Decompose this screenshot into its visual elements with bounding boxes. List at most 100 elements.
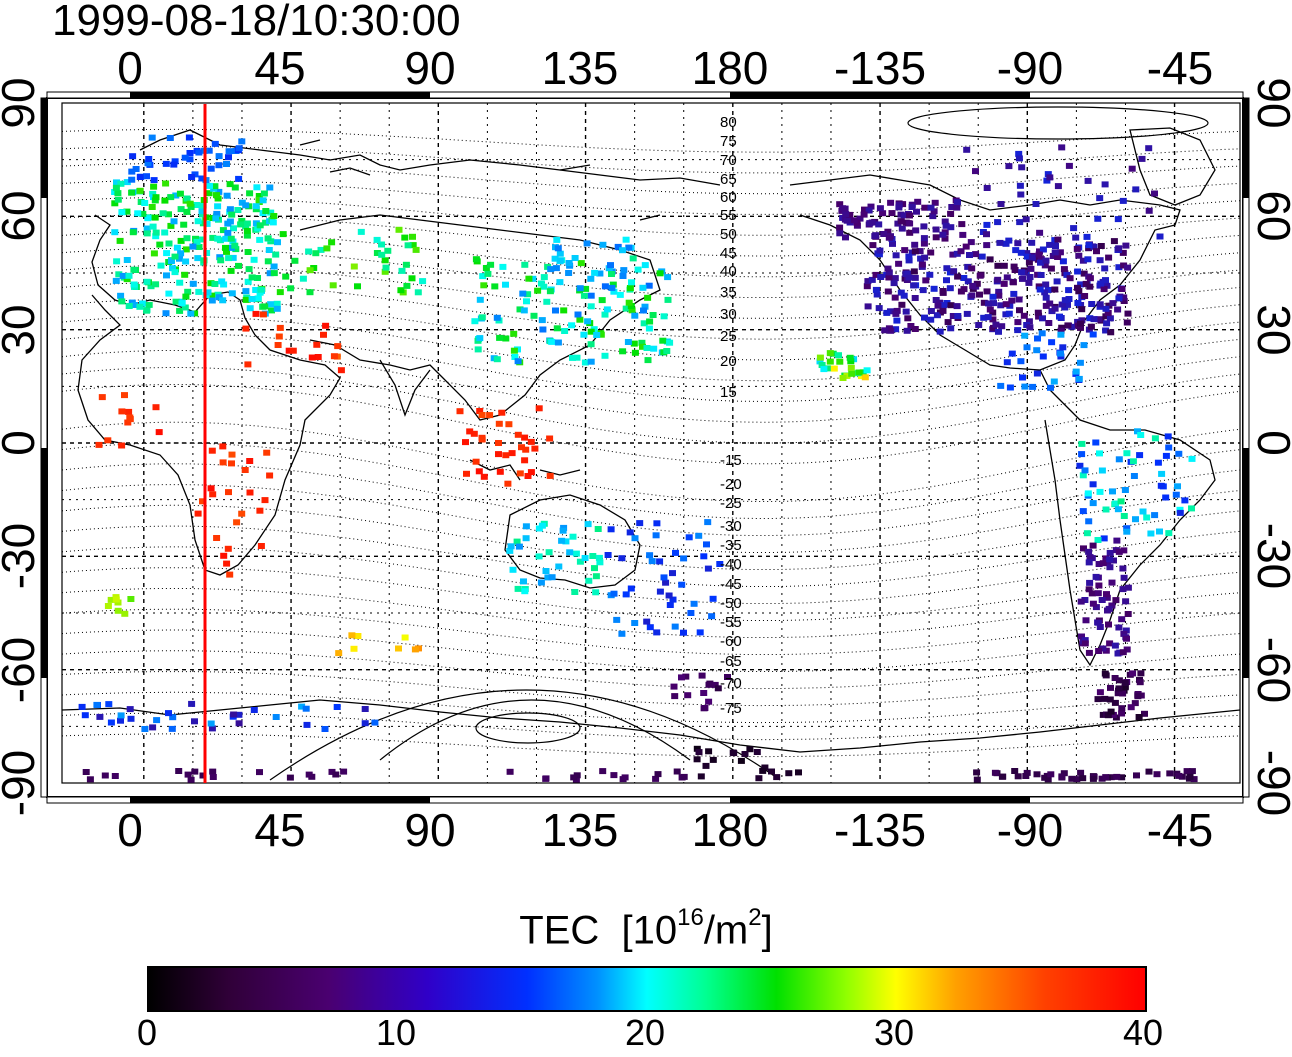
tec-point bbox=[910, 268, 918, 275]
tec-point bbox=[506, 768, 514, 775]
tec-point bbox=[1083, 233, 1091, 240]
tec-point bbox=[1073, 776, 1081, 783]
tec-point bbox=[684, 692, 692, 699]
tec-point bbox=[222, 244, 229, 251]
tec-point bbox=[118, 209, 126, 216]
colorbar-unit-mid: /m bbox=[703, 908, 749, 953]
tec-point bbox=[527, 469, 535, 476]
tec-point bbox=[1074, 284, 1081, 291]
tec-point bbox=[670, 683, 678, 690]
tec-point bbox=[1096, 624, 1104, 630]
graticule bbox=[62, 103, 1240, 783]
tec-point bbox=[1080, 342, 1088, 349]
tec-point bbox=[104, 603, 112, 609]
tec-point bbox=[1070, 225, 1078, 232]
lon-tick-label: -90 bbox=[997, 804, 1063, 856]
contour-label: 65 bbox=[720, 171, 737, 188]
tec-point bbox=[217, 257, 225, 264]
tec-point bbox=[1032, 201, 1040, 207]
tec-point bbox=[859, 369, 867, 376]
tec-point bbox=[872, 271, 880, 278]
tec-point bbox=[1094, 696, 1102, 703]
tec-point bbox=[151, 197, 159, 204]
tec-point bbox=[953, 204, 961, 211]
lon-tick-label: 0 bbox=[117, 804, 143, 856]
tec-point bbox=[414, 289, 422, 296]
tec-point bbox=[96, 713, 104, 720]
tec-point bbox=[123, 179, 131, 186]
tec-point bbox=[1026, 324, 1034, 331]
tec-point bbox=[905, 253, 913, 260]
tec-point bbox=[660, 574, 668, 581]
tec-point bbox=[877, 274, 885, 280]
tec-point bbox=[537, 280, 545, 287]
tec-point bbox=[150, 250, 158, 257]
tec-point bbox=[266, 270, 274, 277]
tec-point bbox=[571, 255, 579, 261]
tec-point bbox=[1095, 648, 1103, 654]
tec-point bbox=[1120, 298, 1128, 304]
tec-point bbox=[151, 214, 159, 221]
contour-label: 25 bbox=[720, 328, 737, 345]
tec-point bbox=[975, 322, 983, 328]
tec-point bbox=[261, 303, 269, 310]
tec-point bbox=[182, 258, 190, 265]
tec-point bbox=[1046, 241, 1054, 248]
tec-point bbox=[256, 222, 264, 229]
tec-point bbox=[687, 610, 695, 616]
tec-point bbox=[1164, 433, 1172, 440]
tec-point bbox=[257, 543, 265, 549]
tec-point bbox=[1000, 280, 1008, 287]
tec-point bbox=[1098, 467, 1106, 474]
tec-point bbox=[660, 313, 668, 320]
tec-point bbox=[208, 292, 216, 299]
tec-point bbox=[329, 282, 337, 289]
tec-point bbox=[188, 174, 196, 180]
tec-point bbox=[869, 242, 877, 249]
tec-point bbox=[1151, 435, 1159, 442]
tec-point bbox=[989, 293, 997, 300]
tec-point bbox=[215, 162, 223, 169]
tec-point bbox=[114, 190, 122, 197]
tec-point bbox=[599, 241, 607, 248]
tec-point bbox=[502, 452, 510, 459]
tec-point bbox=[1012, 247, 1020, 254]
tec-point bbox=[562, 538, 570, 545]
tec-point bbox=[250, 707, 258, 713]
tec-point bbox=[198, 208, 206, 215]
tec-point bbox=[848, 370, 856, 377]
tec-point bbox=[1112, 597, 1120, 604]
tec-point bbox=[143, 225, 151, 232]
tec-point bbox=[150, 177, 158, 184]
tec-point bbox=[252, 220, 260, 227]
lon-tick-label: 180 bbox=[692, 804, 769, 856]
tec-point bbox=[1124, 310, 1132, 317]
tec-point bbox=[856, 215, 864, 222]
contour-label: -50 bbox=[720, 595, 742, 612]
tec-point bbox=[209, 491, 217, 498]
lon-tick-label: -45 bbox=[1147, 42, 1213, 94]
tec-point bbox=[569, 533, 577, 540]
tec-point bbox=[996, 239, 1004, 246]
tec-point bbox=[1122, 242, 1130, 249]
tec-map: 8075706560555045403530252015-15-20-25-30… bbox=[0, 42, 1292, 856]
contour-label: -35 bbox=[720, 537, 742, 554]
tec-point bbox=[223, 161, 230, 167]
tec-point bbox=[881, 327, 889, 334]
tec-point bbox=[1080, 270, 1088, 277]
tec-point bbox=[885, 269, 893, 276]
tec-point bbox=[128, 189, 136, 196]
tec-point bbox=[361, 720, 369, 727]
tec-point bbox=[1051, 286, 1059, 293]
tec-point bbox=[622, 236, 630, 243]
tec-point bbox=[543, 298, 551, 305]
tec-point bbox=[907, 323, 915, 329]
tec-point bbox=[1034, 309, 1042, 316]
tec-point bbox=[171, 253, 179, 260]
tec-point bbox=[166, 135, 174, 141]
tec-point bbox=[534, 287, 542, 294]
tec-point bbox=[1051, 249, 1059, 256]
tec-point bbox=[920, 235, 928, 242]
tec-point bbox=[287, 285, 295, 292]
tec-point bbox=[286, 774, 294, 781]
